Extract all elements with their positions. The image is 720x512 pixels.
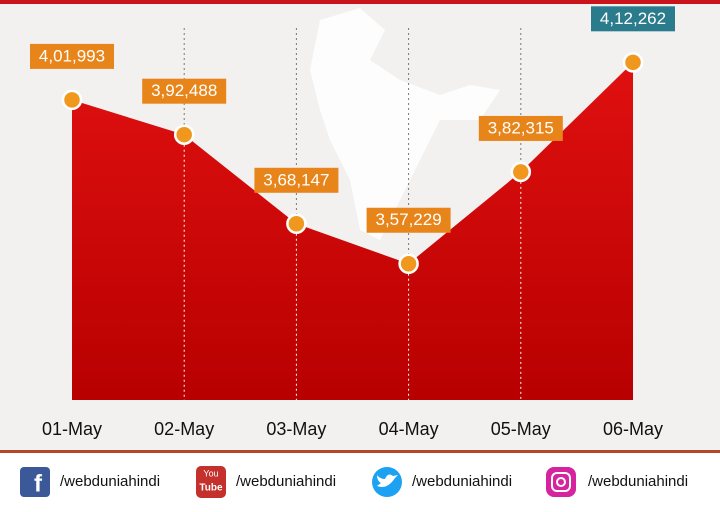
value-label: 3,57,229 <box>376 210 442 229</box>
instagram-icon[interactable] <box>546 467 576 497</box>
map-silhouette <box>310 8 500 240</box>
social-handle[interactable]: /webduniahindi <box>236 473 336 490</box>
social-handle[interactable]: /webduniahindi <box>588 473 688 490</box>
x-tick-label: 05-May <box>491 419 551 439</box>
x-tick-label: 06-May <box>603 419 663 439</box>
value-label-box <box>591 6 675 32</box>
instagram-glyph <box>551 472 571 492</box>
value-label: 4,12,262 <box>600 9 666 28</box>
top-stripe <box>0 0 720 4</box>
value-label: 3,92,488 <box>151 81 217 100</box>
point <box>622 52 644 73</box>
point <box>61 89 83 111</box>
footer-background <box>0 453 720 507</box>
x-tick-label: 03-May <box>266 419 326 439</box>
facebook-icon[interactable] <box>20 467 50 497</box>
facebook-glyph: f <box>34 470 43 497</box>
youtube-icon-text: Tube <box>199 483 223 494</box>
value-label-box <box>142 78 227 104</box>
value-label: 3,82,315 <box>488 118 554 137</box>
youtube-icon-text: You <box>203 468 218 478</box>
twitter-glyph <box>377 474 398 487</box>
social-handle[interactable]: /webduniahindi <box>60 473 160 490</box>
value-label-box <box>478 115 563 141</box>
value-label-box <box>366 207 451 233</box>
value-label: 4,01,993 <box>39 46 105 65</box>
x-tick-label: 01-May <box>42 419 102 439</box>
point <box>398 253 419 274</box>
youtube-icon[interactable] <box>196 466 226 498</box>
instagram-glyph <box>556 477 566 487</box>
value-label-box <box>30 43 114 69</box>
footer: f /webduniahindi You Tube /webduniahindi… <box>20 466 688 498</box>
point <box>510 161 532 183</box>
x-tick-label: 02-May <box>154 419 214 439</box>
social-handle[interactable]: /webduniahindi <box>412 473 512 490</box>
x-tick-label: 04-May <box>379 419 439 439</box>
point <box>173 124 195 145</box>
area <box>72 62 633 401</box>
footer-separator <box>0 450 720 453</box>
plot-area: 4,01,993 01-May 3,92,488 02-May 3,68,147 03-M… <box>30 6 675 439</box>
point <box>286 213 307 235</box>
value-label: 3,68,147 <box>263 170 329 189</box>
value-label-box <box>254 167 339 193</box>
